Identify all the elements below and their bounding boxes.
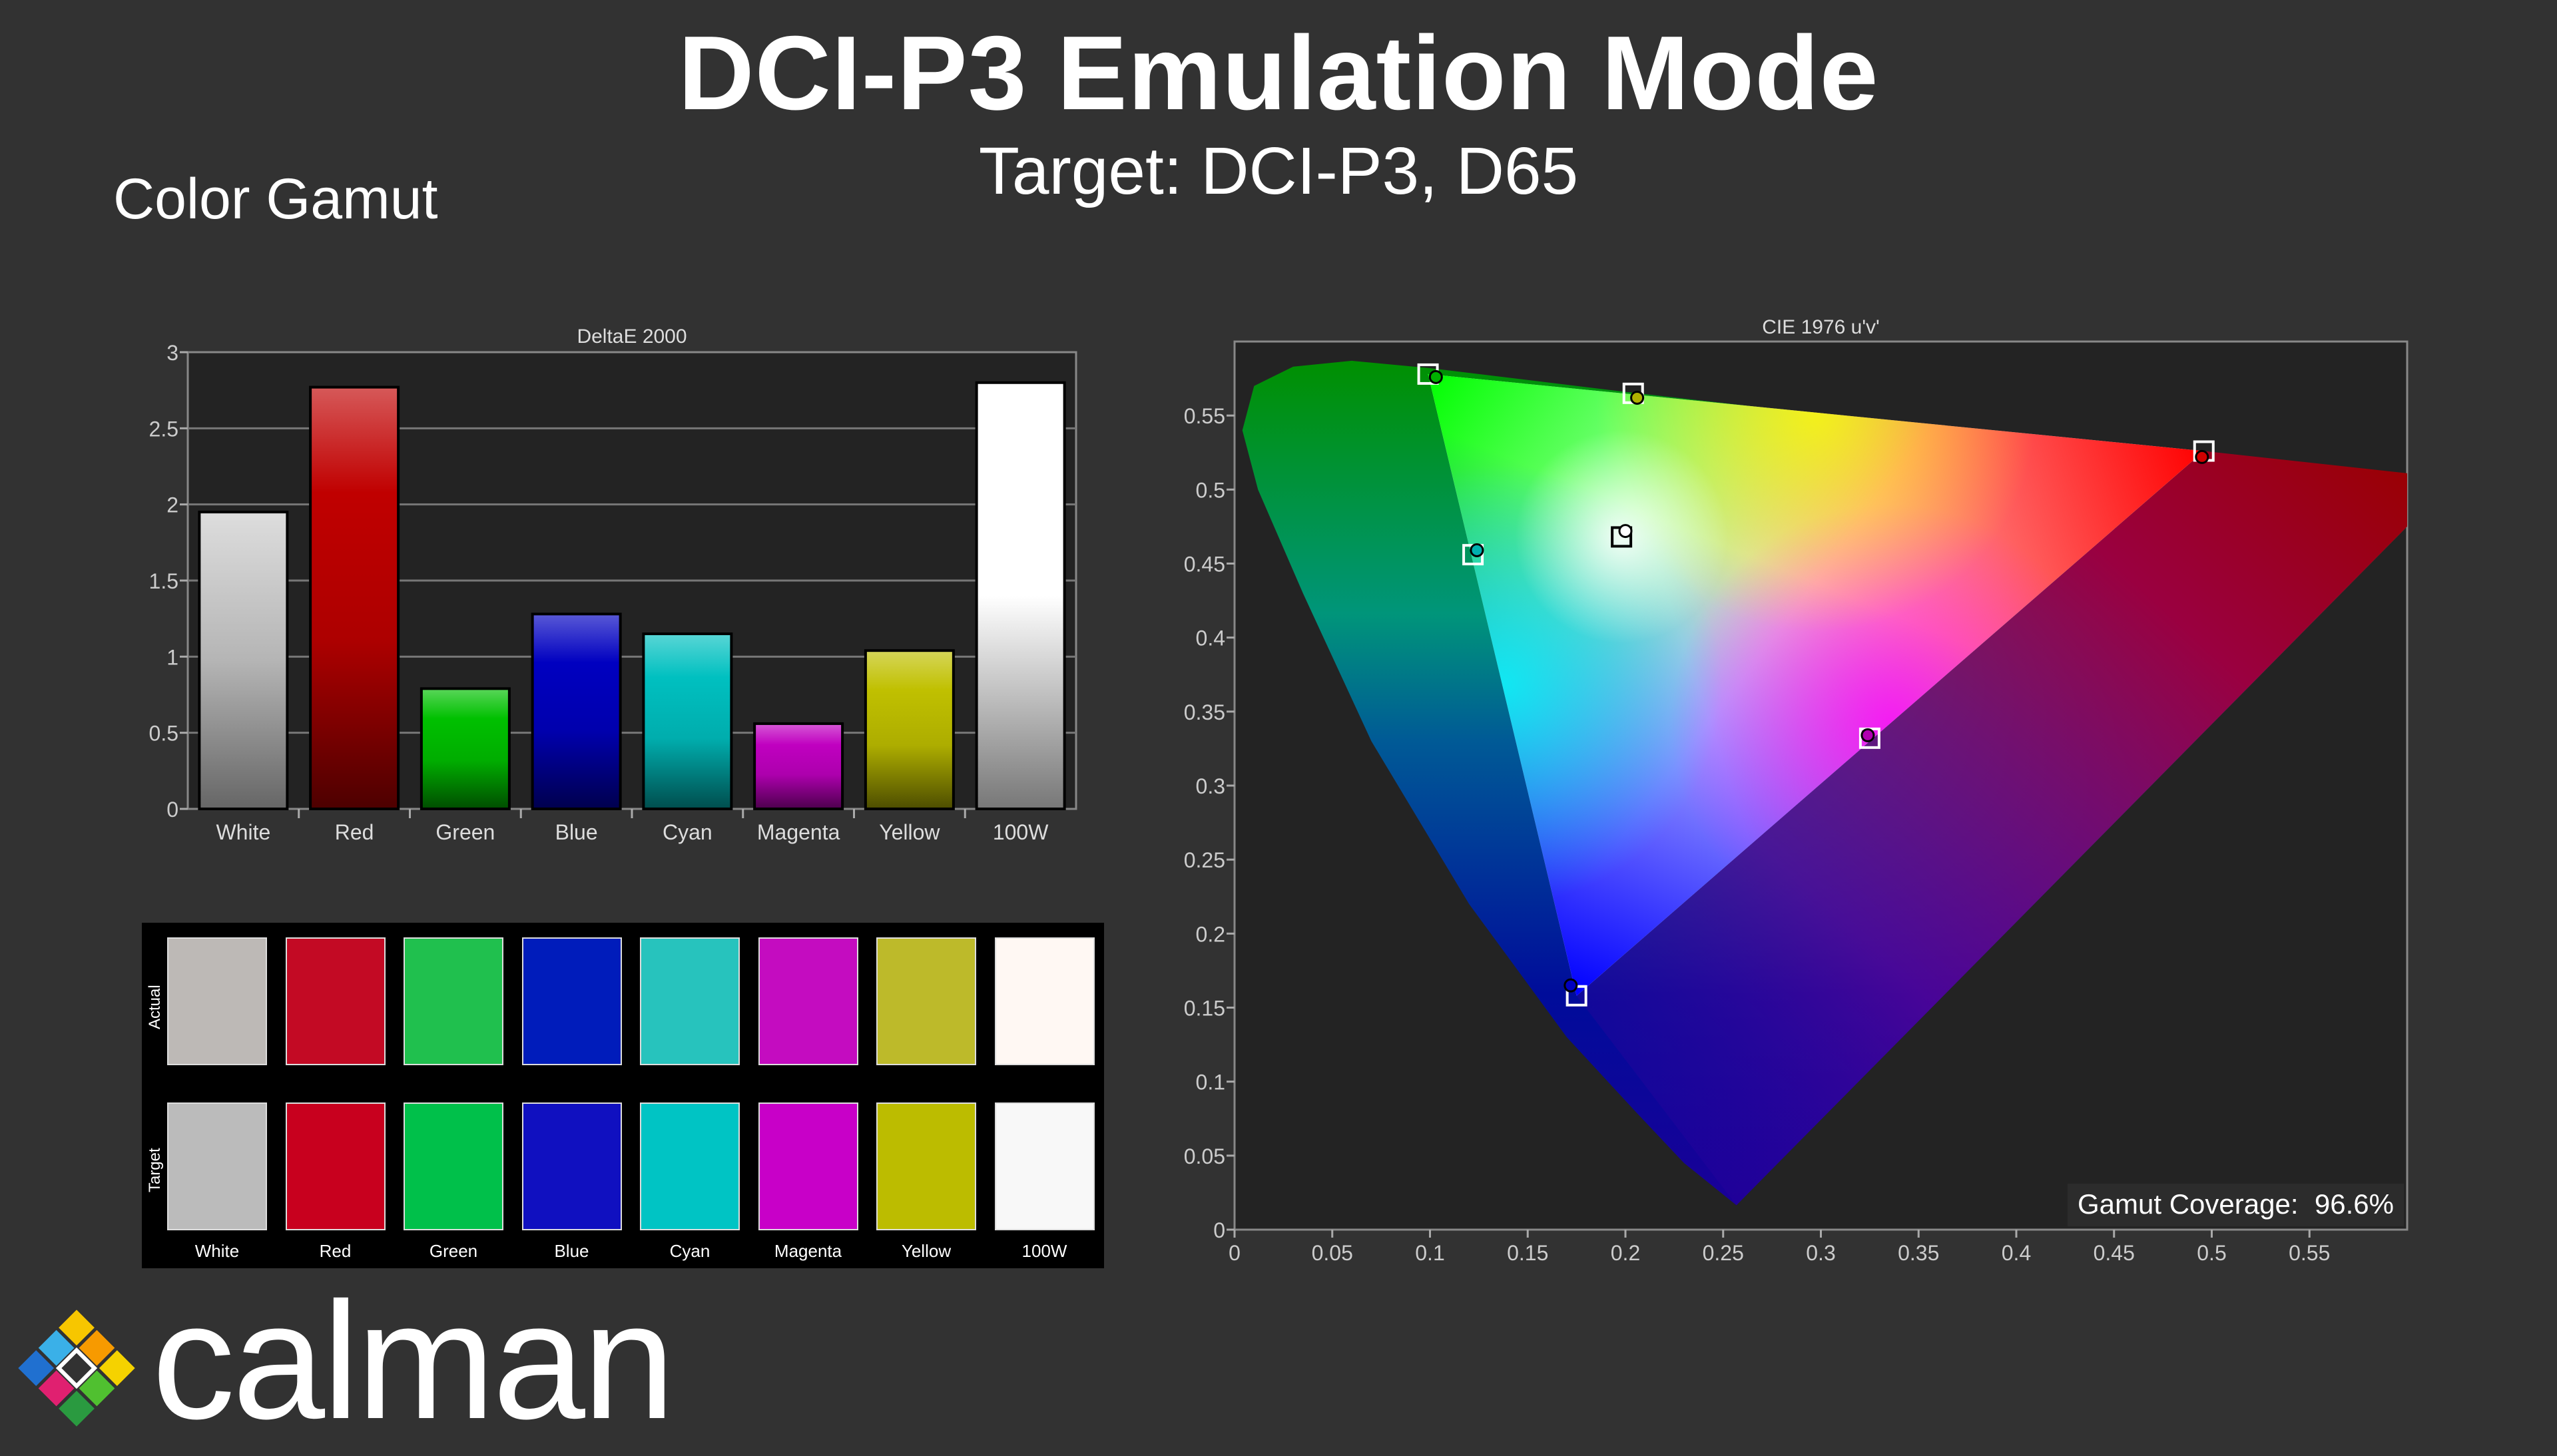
x-tick-label: Magenta — [757, 820, 840, 844]
x-tick-label: 0.35 — [1898, 1241, 1939, 1265]
y-tick-label: 0.5 — [1196, 478, 1225, 502]
swatch-label: 100W — [1021, 1241, 1067, 1261]
swatch-actual-green — [404, 937, 503, 1065]
swatch-target-blue — [521, 1102, 622, 1230]
y-tick-label: 0.2 — [1196, 922, 1225, 946]
swatch-label: Green — [429, 1241, 478, 1261]
gamut-coverage-value: 96.6% — [2315, 1188, 2394, 1220]
calman-logo-icon — [18, 1310, 135, 1427]
y-tick-label: 0.25 — [1184, 848, 1225, 872]
row-label-actual: Actual — [146, 985, 164, 1029]
measured-point-green — [1428, 369, 1443, 384]
y-tick-label: 0.15 — [1184, 997, 1225, 1021]
gamut-coverage-label: Gamut Coverage: — [2078, 1188, 2299, 1220]
x-tick-label: 100W — [993, 820, 1049, 844]
x-tick-label: 0 — [1229, 1241, 1241, 1265]
section-title: Color Gamut — [113, 167, 438, 231]
measured-point-white — [1618, 524, 1633, 539]
y-tick-label: 0.3 — [1196, 774, 1225, 798]
swatch-label: Yellow — [901, 1241, 952, 1261]
swatch-target-magenta — [758, 1102, 858, 1230]
x-tick-label: 0.15 — [1507, 1241, 1548, 1265]
bar-blue — [531, 612, 622, 810]
y-tick-label: 0 — [1213, 1218, 1225, 1242]
swatch-label: Cyan — [669, 1241, 710, 1261]
chart-title: DeltaE 2000 — [577, 326, 687, 348]
bar-white — [198, 511, 289, 810]
swatch-target-yellow — [876, 1102, 976, 1230]
deltae-bar-chart: DeltaE 2000 0 0.5 1 1.5 2 2.5 3 White Red Green Blu… — [149, 326, 1077, 844]
x-tick-label: Red — [335, 820, 374, 844]
x-tick-label: Blue — [555, 820, 598, 844]
bar-red — [309, 385, 400, 810]
x-tick-label: 0.4 — [2002, 1241, 2031, 1265]
swatch-target-green — [404, 1102, 503, 1230]
x-tick-label: 0.5 — [2197, 1241, 2226, 1265]
swatch-target-white — [167, 1102, 267, 1230]
cie-title: CIE 1976 u'v' — [1762, 316, 1880, 338]
gamut-coverage-box — [2068, 1184, 2404, 1226]
swatch-label: Red — [319, 1241, 352, 1261]
purple-region — [1576, 451, 2407, 1206]
bar-green — [420, 687, 511, 811]
color-swatch-panel: White Red Green Blue Cyan Magenta Yellow 100W Ac… — [142, 923, 1104, 1268]
bar-100w — [975, 381, 1066, 810]
measured-point-blue — [1563, 978, 1578, 993]
y-tick-label: 2 — [166, 493, 178, 517]
row-label-target: Target — [146, 1148, 164, 1192]
measured-point-cyan — [1470, 543, 1484, 557]
measured-point-yellow — [1630, 390, 1645, 405]
swatch-target-cyan — [640, 1102, 740, 1230]
page-subtitle: Target: DCI-P3, D65 — [978, 134, 1579, 208]
swatch-label: White — [194, 1241, 240, 1261]
swatch-actual-cyan — [640, 937, 740, 1065]
x-tick-label: Green — [435, 820, 495, 844]
y-tick-label: 0.55 — [1184, 404, 1225, 428]
measured-point-red — [2195, 449, 2209, 464]
y-tick-label: 0.1 — [1196, 1071, 1225, 1094]
swatch-actual-yellow — [876, 937, 976, 1065]
bar-yellow — [864, 649, 955, 810]
x-tick-label: Cyan — [663, 820, 712, 844]
y-tick-label: 1.5 — [149, 569, 178, 593]
bar-magenta — [753, 722, 844, 810]
swatch-actual-blue — [521, 937, 622, 1065]
y-tick-label: 0.05 — [1184, 1144, 1225, 1168]
y-tick-label: 0.4 — [1196, 626, 1225, 650]
swatch-target-red — [285, 1102, 386, 1230]
page-title: DCI-P3 Emulation Mode — [678, 15, 1879, 132]
y-tick-label: 1 — [166, 645, 178, 669]
calman-logo-text: calman — [152, 1268, 675, 1453]
x-tick-label: White — [216, 820, 270, 844]
swatch-actual-magenta — [758, 937, 858, 1065]
y-tick-label: 0.5 — [149, 722, 178, 746]
x-tick-label: 0.55 — [2289, 1241, 2330, 1265]
swatch-actual-100w — [994, 937, 1095, 1065]
bar-cyan — [642, 632, 733, 810]
x-tick-label: 0.45 — [2094, 1241, 2135, 1265]
swatch-actual-red — [285, 937, 386, 1065]
y-tick-label: 0 — [166, 798, 178, 822]
x-tick-label: 0.25 — [1703, 1241, 1744, 1265]
x-tick-label: 0.1 — [1415, 1241, 1444, 1265]
x-tick-label: 0.3 — [1806, 1241, 1835, 1265]
x-tick-label: 0.2 — [1611, 1241, 1640, 1265]
y-tick-label: 3 — [166, 341, 178, 365]
swatch-target-100w — [994, 1102, 1095, 1230]
swatch-label: Magenta — [774, 1241, 842, 1261]
y-tick-label: 0.35 — [1184, 700, 1225, 724]
swatch-actual-white — [167, 937, 267, 1065]
y-tick-label: 2.5 — [149, 417, 178, 441]
x-tick-label: Yellow — [879, 820, 940, 844]
y-tick-label: 0.45 — [1184, 553, 1225, 577]
swatch-label: Blue — [554, 1241, 589, 1261]
measured-point-magenta — [1860, 728, 1875, 742]
x-tick-label: 0.05 — [1312, 1241, 1353, 1265]
